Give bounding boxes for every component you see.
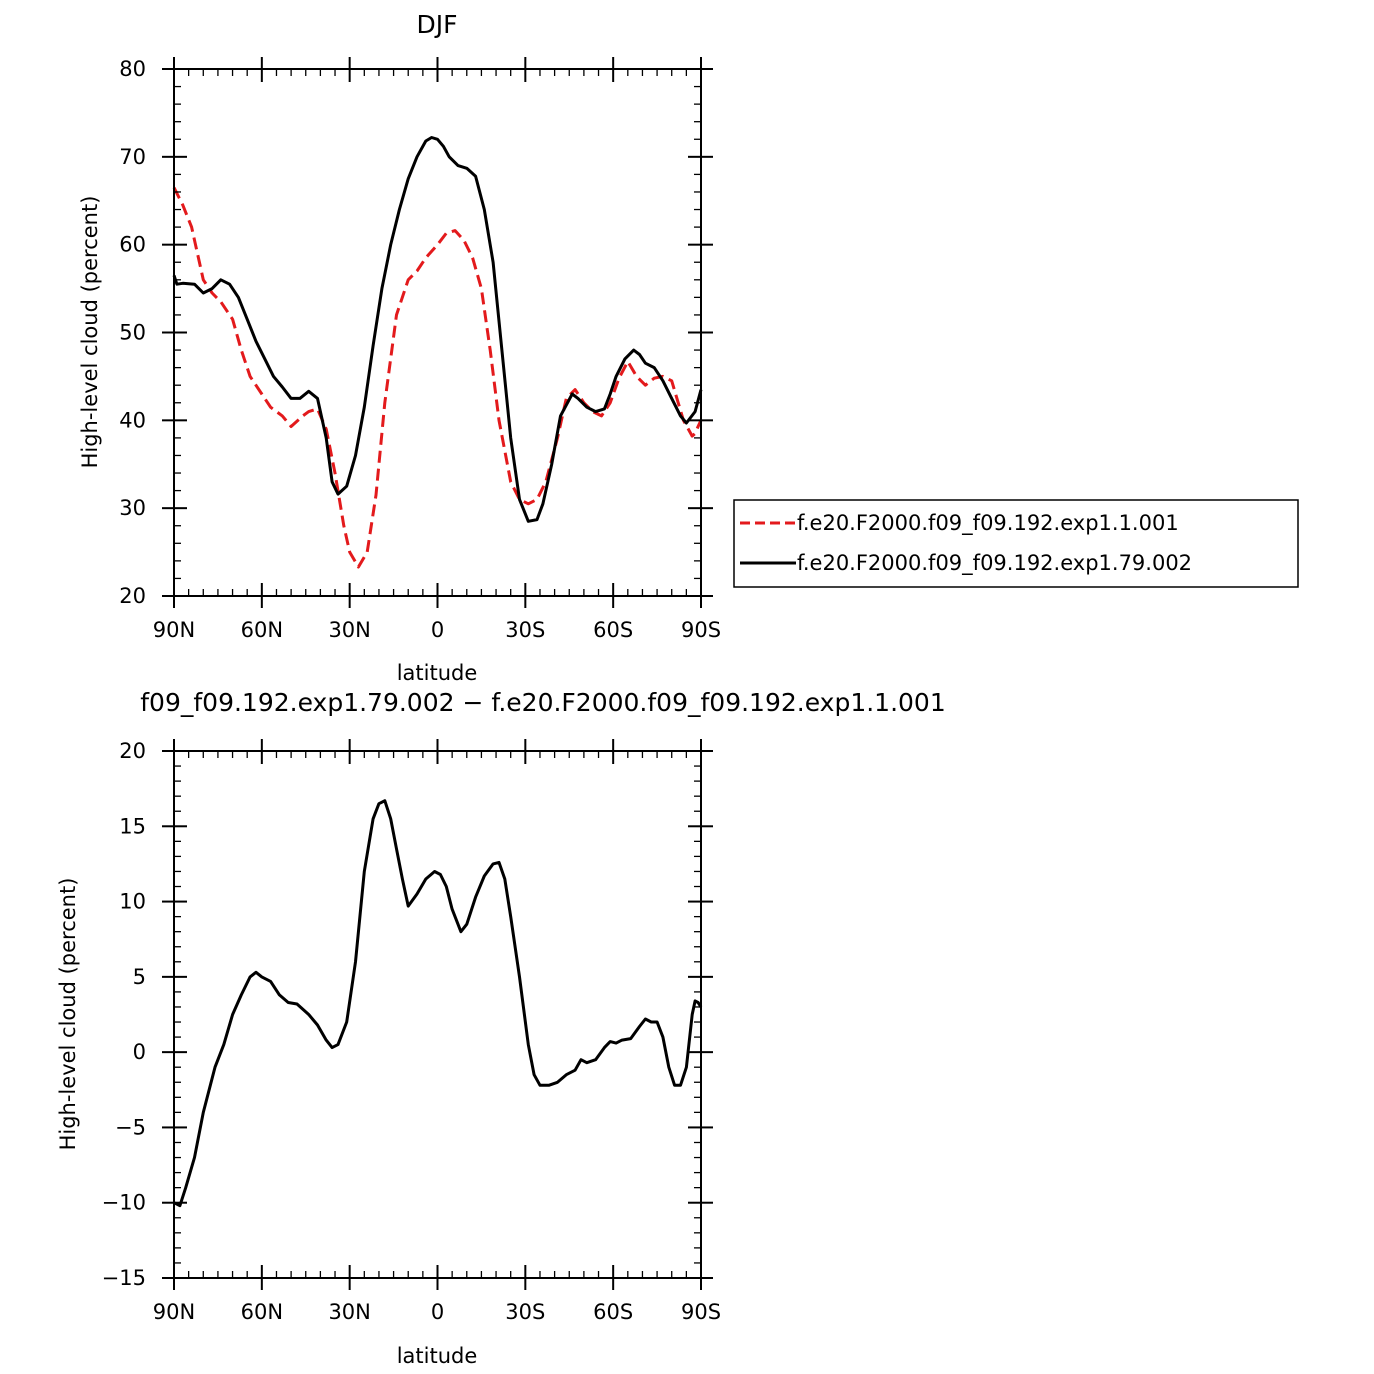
lower-panel: f09_f09.192.exp1.79.002 − f.e20.F2000.f0… — [56, 688, 946, 1368]
series-line-2 — [172, 136, 703, 523]
lower-x-axis-title: latitude — [397, 1344, 478, 1368]
x-tick-label: 60S — [593, 1300, 633, 1324]
x-tick-label: 90S — [681, 1300, 721, 1324]
lower-x-tick-labels: 90N 60N 30N 0 30S 60S 90S — [153, 1300, 721, 1324]
y-tick-label: 20 — [119, 739, 146, 763]
upper-x-axis-title: latitude — [397, 661, 478, 685]
y-tick-label: 0 — [133, 1040, 146, 1064]
upper-series-lines — [172, 136, 703, 569]
x-tick-label: 30N — [328, 1300, 370, 1324]
y-tick-label: −5 — [115, 1115, 146, 1139]
legend-label-series-1: f.e20.F2000.f09_f09.192.exp1.1.001 — [797, 511, 1179, 536]
y-tick-label: −15 — [102, 1266, 146, 1290]
y-tick-label: 70 — [119, 145, 146, 169]
y-tick-label: 30 — [119, 496, 146, 520]
y-tick-label: 50 — [119, 321, 146, 345]
lower-tick-marks — [162, 739, 713, 1290]
series-line-1 — [173, 799, 703, 1208]
x-tick-label: 30S — [505, 1300, 545, 1324]
y-tick-label: −10 — [102, 1191, 146, 1215]
x-tick-label: 60N — [241, 1300, 283, 1324]
x-tick-label: 90S — [681, 618, 721, 642]
x-tick-label: 60S — [593, 618, 633, 642]
x-tick-label: 60N — [241, 618, 283, 642]
x-tick-label: 30N — [328, 618, 370, 642]
legend-label-series-2: f.e20.F2000.f09_f09.192.exp1.79.002 — [797, 551, 1192, 576]
upper-panel: DJF 90N 60N 30N 0 30S 60S 90S 20 30 40 50 60 70 80 l… — [78, 10, 721, 685]
x-tick-label: 0 — [431, 618, 444, 642]
y-tick-label: 60 — [119, 233, 146, 257]
lower-title: f09_f09.192.exp1.79.002 − f.e20.F2000.f0… — [140, 688, 946, 717]
y-tick-label: 40 — [119, 408, 146, 432]
lower-y-tick-labels: −15 −10 −5 0 5 10 15 20 — [102, 739, 146, 1290]
x-tick-label: 30S — [505, 618, 545, 642]
y-tick-label: 80 — [119, 57, 146, 81]
upper-y-tick-labels: 20 30 40 50 60 70 80 — [119, 57, 146, 608]
x-tick-label: 90N — [153, 1300, 195, 1324]
y-tick-label: 5 — [133, 965, 146, 989]
y-tick-label: 10 — [119, 890, 146, 914]
upper-title: DJF — [416, 10, 457, 39]
y-tick-label: 15 — [119, 814, 146, 838]
lower-y-axis-title: High-level cloud (percent) — [56, 878, 80, 1151]
upper-y-axis-title: High-level cloud (percent) — [78, 196, 102, 469]
x-tick-label: 90N — [153, 618, 195, 642]
upper-tick-marks — [162, 57, 713, 608]
lower-series-lines — [173, 799, 703, 1208]
legend-box — [733, 499, 1299, 588]
y-tick-label: 20 — [119, 584, 146, 608]
lower-plot-frame — [173, 750, 702, 1279]
upper-x-tick-labels: 90N 60N 30N 0 30S 60S 90S — [153, 618, 721, 642]
x-tick-label: 0 — [431, 1300, 444, 1324]
legend: f.e20.F2000.f09_f09.192.exp1.1.001 f.e20… — [733, 499, 1299, 588]
series-line-1 — [172, 186, 703, 569]
